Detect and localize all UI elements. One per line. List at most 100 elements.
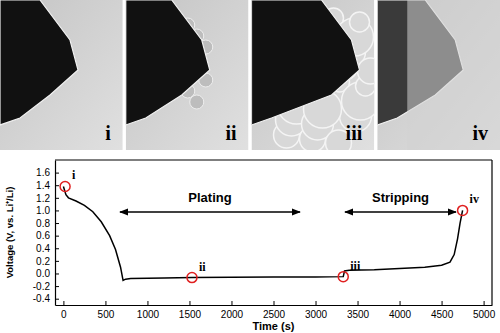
annotation: Plating [188, 190, 231, 205]
tick-label: -0.2 [33, 281, 51, 292]
tick: 1.2 [36, 193, 59, 204]
tick-mark [55, 236, 59, 237]
tick: 0.4 [36, 243, 59, 254]
tick-mark [63, 301, 64, 305]
axis-line [56, 305, 493, 306]
tick: 0.0 [36, 268, 59, 279]
x-axis: 0 500 1000 1500 2000 2500 3000 3500 4000 4500 5000 [56, 301, 496, 320]
tick-mark [231, 301, 232, 305]
micrograph [252, 0, 375, 150]
tick: 0.2 [36, 256, 59, 267]
panel-label: i [105, 122, 111, 144]
panel-label: ii [225, 122, 237, 144]
frame [55, 159, 492, 160]
tick: 1.4 [36, 180, 59, 191]
tick-mark [189, 301, 190, 305]
tick-mark [55, 198, 59, 199]
tick-label: 4500 [431, 309, 454, 320]
point-label: i [72, 168, 76, 182]
tick-mark [55, 248, 59, 249]
point-label: iv [470, 192, 479, 206]
marker [60, 181, 70, 191]
panel-label: iii [346, 122, 363, 144]
haze [407, 0, 500, 150]
micrograph-background [377, 0, 500, 150]
tick: 1500 [179, 301, 202, 320]
annotation: Stripping [372, 190, 429, 205]
tick-mark [55, 273, 59, 274]
tick-mark [55, 185, 59, 186]
micrograph-background [0, 0, 123, 150]
tick: 0 [61, 301, 67, 320]
tick-label: 0.8 [36, 218, 50, 229]
tick-label: 1.2 [36, 193, 50, 204]
axis-line [55, 161, 56, 306]
tick-label: 3000 [305, 309, 328, 320]
tick-mark [55, 299, 59, 300]
deposit [350, 12, 370, 32]
plot-area [60, 181, 468, 282]
tick-mark [55, 286, 59, 287]
tick-label: 0.6 [36, 230, 50, 241]
tick: 4000 [389, 301, 412, 320]
tick-label: 1.4 [36, 180, 50, 191]
voltage-line [63, 186, 462, 280]
tick: 500 [98, 301, 115, 320]
tick-label: 2500 [263, 309, 286, 320]
tick-mark [147, 301, 148, 305]
tick-label: 0 [61, 309, 67, 320]
tick-mark [55, 261, 59, 262]
tick-label: 1.0 [36, 205, 50, 216]
tick-mark [55, 210, 59, 211]
micrograph [377, 0, 500, 150]
tick-label: 4000 [389, 309, 412, 320]
tick-label: 1000 [137, 309, 160, 320]
y-axis: -0.4-0.20.00.20.40.60.81.01.21.41.6 [33, 161, 59, 306]
tick-mark [484, 301, 485, 305]
annotation-arrow [345, 211, 456, 212]
electrode [126, 0, 210, 125]
tick: 2000 [221, 301, 244, 320]
tick-mark [105, 301, 106, 305]
tick: 1.0 [36, 205, 59, 216]
tick-label: 3500 [347, 309, 370, 320]
tick-mark [400, 301, 401, 305]
micrograph [126, 0, 249, 150]
annotation-arrow [120, 211, 300, 212]
tick: 3500 [347, 301, 370, 320]
marker [338, 272, 348, 282]
tick: 0.8 [36, 218, 59, 229]
tick-mark [55, 173, 59, 174]
micrograph [0, 0, 123, 150]
point-label: iii [350, 259, 361, 273]
tick-label: 5000 [473, 309, 496, 320]
tick-label: 0.2 [36, 256, 50, 267]
tick-label: 0.0 [36, 268, 50, 279]
tick: 3000 [305, 301, 328, 320]
tick-label: -0.4 [33, 293, 51, 304]
tick: 2500 [263, 301, 286, 320]
tick-label: 500 [98, 309, 115, 320]
tick: -0.4 [33, 293, 59, 304]
y-axis-title: Voltage (V, vs. Li⁺/Li) [4, 187, 15, 279]
x-axis-title: Time (s) [253, 320, 295, 332]
point-label: ii [199, 260, 206, 274]
marker [458, 205, 468, 215]
tick: -0.2 [33, 281, 59, 292]
tick: 4500 [431, 301, 454, 320]
panel-label: iv [472, 122, 488, 144]
electrode [252, 0, 360, 125]
tick-mark [358, 301, 359, 305]
micrograph-background [252, 0, 375, 150]
tick: 1000 [137, 301, 160, 320]
marker [187, 273, 197, 283]
figure: iiiiiiiv05001000150020002500300035004000… [0, 0, 500, 333]
tick-mark [442, 301, 443, 305]
deposit [190, 95, 204, 109]
tick-label: 0.4 [36, 243, 50, 254]
tick-mark [316, 301, 317, 305]
electrode [0, 0, 78, 125]
tick: 0.6 [36, 230, 59, 241]
tick-label: 1500 [179, 309, 202, 320]
micrograph-background [126, 0, 249, 150]
